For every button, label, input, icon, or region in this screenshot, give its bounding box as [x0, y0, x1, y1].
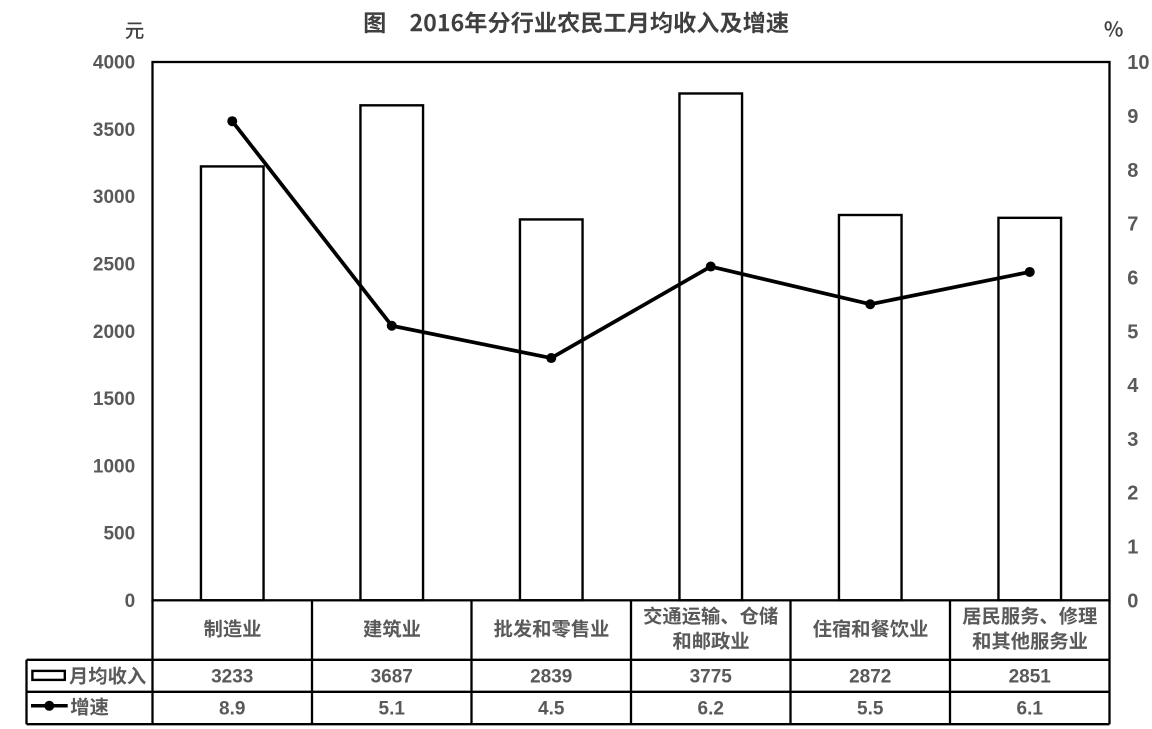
svg-text:1000: 1000 — [93, 456, 135, 477]
svg-text:6.1: 6.1 — [1017, 699, 1044, 720]
svg-text:3500: 3500 — [93, 120, 135, 141]
svg-text:8: 8 — [1127, 160, 1138, 182]
svg-text:3233: 3233 — [211, 666, 253, 687]
svg-text:6.2: 6.2 — [698, 699, 724, 720]
svg-text:10: 10 — [1127, 52, 1149, 74]
svg-text:500: 500 — [103, 524, 135, 545]
svg-text:1500: 1500 — [93, 389, 135, 410]
svg-text:8.9: 8.9 — [219, 699, 245, 720]
svg-text:2: 2 — [1127, 483, 1138, 505]
svg-text:2500: 2500 — [93, 254, 135, 275]
svg-text:0: 0 — [1127, 590, 1138, 612]
svg-text:2000: 2000 — [93, 322, 135, 343]
svg-text:5.5: 5.5 — [857, 699, 884, 720]
svg-text:3775: 3775 — [690, 666, 733, 687]
svg-text:2851: 2851 — [1009, 666, 1052, 687]
svg-text:1: 1 — [1127, 537, 1138, 559]
svg-text:5.1: 5.1 — [379, 699, 406, 720]
svg-text:4000: 4000 — [93, 53, 135, 74]
svg-text:3687: 3687 — [371, 666, 413, 687]
svg-text:4: 4 — [1127, 375, 1139, 397]
svg-text:7: 7 — [1127, 214, 1138, 236]
svg-text:5: 5 — [1127, 321, 1138, 343]
svg-text:6: 6 — [1127, 267, 1138, 289]
svg-text:4.5: 4.5 — [538, 699, 565, 720]
svg-text:2872: 2872 — [849, 666, 891, 687]
svg-text:3000: 3000 — [93, 187, 135, 208]
svg-text:9: 9 — [1127, 106, 1138, 128]
svg-text:3: 3 — [1127, 429, 1138, 451]
svg-text:0: 0 — [125, 591, 136, 612]
svg-text:2839: 2839 — [530, 666, 572, 687]
